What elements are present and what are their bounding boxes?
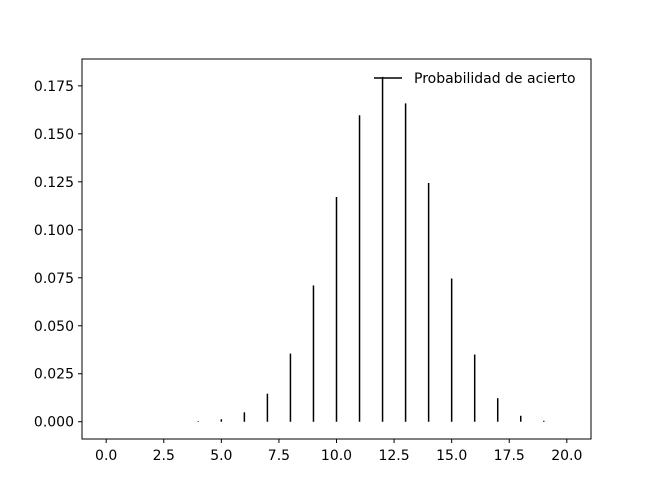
y-axis-ticks: 0.000 0.025 0.050 0.075 0.100 0.125 0.150 0.175 [34, 79, 82, 431]
x-tick-label: 7.5 [268, 448, 290, 464]
y-tick-label: 0.150 [34, 127, 74, 143]
x-tick-label: 15.0 [436, 448, 467, 464]
y-tick-label: 0.100 [34, 223, 74, 239]
y-tick-label: 0.125 [34, 175, 74, 191]
x-tick-label: 10.0 [321, 448, 352, 464]
x-tick-label: 5.0 [210, 448, 232, 464]
y-tick-label: 0.050 [34, 319, 74, 335]
x-tick-label: 20.0 [551, 448, 582, 464]
y-tick-label: 0.175 [34, 79, 74, 95]
legend: Probabilidad de acierto [374, 71, 576, 87]
legend-label: Probabilidad de acierto [414, 71, 576, 87]
x-axis-ticks: 0.0 2.5 5.0 7.5 10.0 12.5 15.0 17.5 20.0 [95, 439, 582, 464]
x-tick-label: 12.5 [378, 448, 409, 464]
x-tick-label: 0.0 [95, 448, 117, 464]
y-tick-label: 0.000 [34, 415, 74, 431]
y-tick-label: 0.075 [34, 271, 74, 287]
stem-lines [197, 76, 545, 422]
x-tick-label: 17.5 [494, 448, 525, 464]
y-tick-label: 0.025 [34, 367, 74, 383]
x-tick-label: 2.5 [153, 448, 175, 464]
